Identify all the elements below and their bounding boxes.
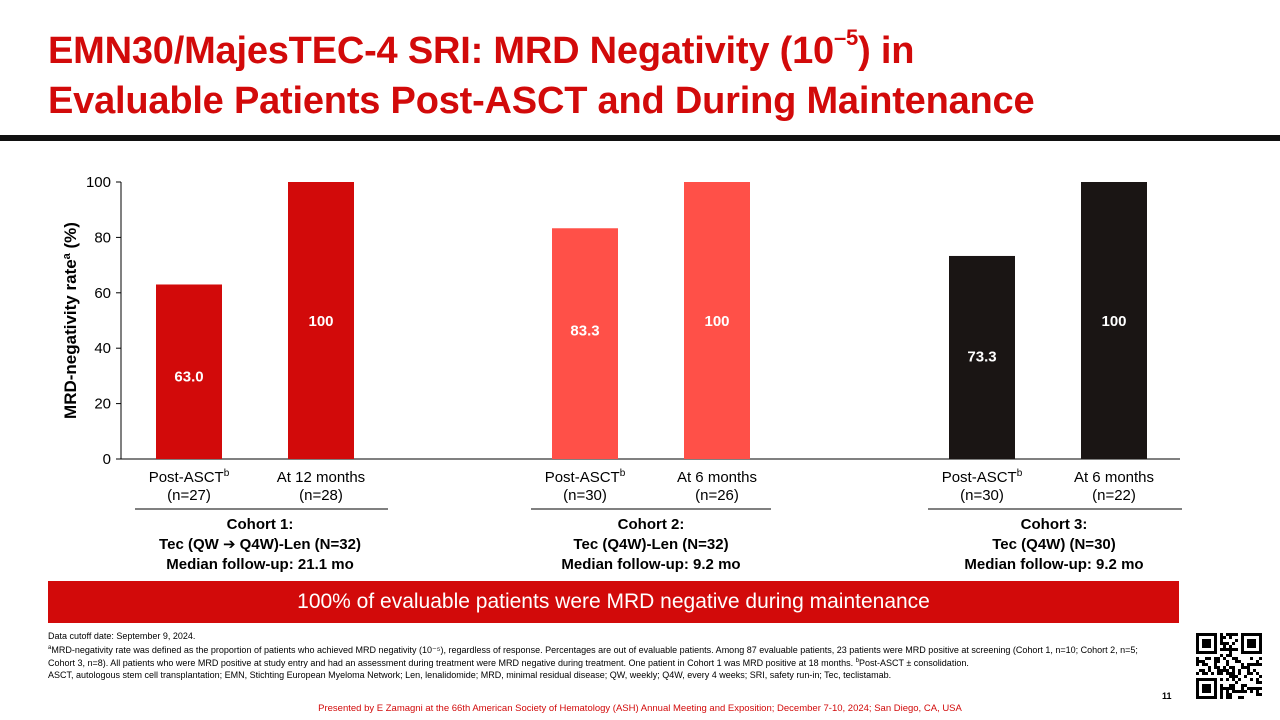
x-category-superscript: b — [1017, 468, 1023, 479]
footnote-a: aMRD-negativity rate was defined as the … — [48, 643, 1158, 670]
footnotes: Data cutoff date: September 9, 2024. aMR… — [48, 631, 1158, 681]
footnote-a-marker: a — [48, 644, 52, 651]
footnote-a-text: MRD-negativity rate was defined as the p… — [48, 644, 1138, 669]
data-cutoff-note: Data cutoff date: September 9, 2024. — [48, 631, 196, 641]
cohort-1-regimen-start: Tec (QW — [159, 536, 223, 553]
x-category-n: (n=30) — [563, 487, 607, 504]
x-category-text: Post-ASCT — [149, 469, 224, 486]
title-line-1-end: ) in — [858, 30, 915, 72]
x-category-text: At 6 months — [1074, 469, 1154, 486]
cohort-1-followup: Median follow-up: 21.1 mo — [166, 556, 354, 573]
presenter-credit: Presented by E Zamagni at the 66th Ameri… — [318, 703, 962, 714]
x-category-superscript: b — [620, 468, 626, 479]
cohort-3-title: Cohort 3: — [1020, 516, 1088, 533]
cohort-3-followup: Median follow-up: 9.2 mo — [964, 556, 1144, 573]
footnote-b-text: Post-ASCT ± consolidation. — [859, 658, 969, 668]
x-category-text: Post-ASCT — [942, 469, 1017, 486]
bar — [1081, 182, 1147, 459]
cohort-2-regimen: Tec (Q4W)-Len (N=32) — [573, 536, 729, 553]
qr-code-icon[interactable] — [1196, 633, 1262, 699]
y-tick-label: 60 — [94, 285, 111, 302]
y-tick-label: 20 — [94, 396, 111, 413]
x-category-text: Post-ASCT — [545, 469, 620, 486]
footnote-b-marker: b — [855, 658, 859, 664]
cohort-2-followup: Median follow-up: 9.2 mo — [561, 556, 741, 573]
y-tick-label: 80 — [94, 229, 111, 246]
page-number: 11 — [1162, 691, 1172, 701]
bar — [684, 182, 750, 459]
bar-value-label: 73.3 — [967, 348, 996, 365]
cohort-3-regimen: Tec (Q4W) (N=30) — [992, 536, 1116, 553]
cohort-1-regimen: Tec (QW ➔ Q4W)-Len (N=32) — [110, 535, 410, 555]
x-category-n: (n=22) — [1092, 487, 1136, 504]
bar — [156, 284, 222, 459]
y-axis-title-unit: (%) — [61, 222, 80, 253]
bar — [288, 182, 354, 459]
title-line-1-text: EMN30/MajesTEC-4 SRI: MRD Negativity (10 — [48, 30, 834, 72]
x-category-n: (n=28) — [299, 487, 343, 504]
x-category-label: Post-ASCTb — [149, 468, 230, 486]
x-category-n: (n=26) — [695, 487, 739, 504]
bar-value-label: 63.0 — [174, 369, 203, 386]
cohort-3-label: Cohort 3: Tec (Q4W) (N=30) Median follow… — [904, 515, 1204, 575]
x-category-label: At 6 months — [677, 469, 757, 486]
bar-value-label: 83.3 — [570, 323, 599, 340]
x-category-label: At 6 months — [1074, 469, 1154, 486]
bar — [552, 228, 618, 459]
y-tick-label: 0 — [103, 451, 111, 468]
x-category-n: (n=27) — [167, 487, 211, 504]
title-divider — [0, 135, 1280, 141]
title-superscript: –5 — [833, 25, 859, 51]
x-category-label: Post-ASCTb — [942, 468, 1023, 486]
y-axis-title: MRD-negativity ratea (%) — [61, 222, 80, 419]
cohort-1-label: Cohort 1: Tec (QW ➔ Q4W)-Len (N=32) Medi… — [110, 515, 410, 575]
bar-value-label: 100 — [1101, 313, 1126, 330]
key-finding-banner: 100% of evaluable patients were MRD nega… — [48, 581, 1179, 623]
y-tick-label: 100 — [86, 174, 111, 191]
bar — [949, 255, 1015, 459]
y-axis-title-superscript: a — [61, 252, 73, 259]
bar-value-label: 100 — [308, 313, 333, 330]
slide-title: EMN30/MajesTEC-4 SRI: MRD Negativity (10… — [48, 26, 1248, 126]
x-category-label: Post-ASCTb — [545, 468, 626, 486]
y-tick-label: 40 — [94, 340, 111, 357]
x-category-text: At 12 months — [277, 469, 365, 486]
abbreviations-note: ASCT, autologous stem cell transplantati… — [48, 669, 892, 680]
cohort-1-regimen-end: Q4W)-Len (N=32) — [235, 536, 361, 553]
x-category-superscript: b — [224, 468, 230, 479]
title-line-1: EMN30/MajesTEC-4 SRI: MRD Negativity (10… — [48, 26, 1248, 76]
cohort-1-title: Cohort 1: — [226, 516, 294, 533]
title-line-2: Evaluable Patients Post-ASCT and During … — [48, 80, 1035, 122]
cohort-2-title: Cohort 2: — [617, 516, 685, 533]
x-category-n: (n=30) — [960, 487, 1004, 504]
mrd-bar-chart: 0 20 40 60 80 100 MRD-negativity ratea (%) 63.0… — [61, 174, 1182, 510]
y-axis-title-text: MRD-negativity rate — [61, 259, 80, 419]
x-category-label: At 12 months — [277, 469, 365, 486]
arrow-icon: ➔ — [222, 536, 236, 553]
x-category-text: At 6 months — [677, 469, 757, 486]
cohort-2-label: Cohort 2: Tec (Q4W)-Len (N=32) Median fo… — [501, 515, 801, 575]
bar-value-label: 100 — [704, 313, 729, 330]
